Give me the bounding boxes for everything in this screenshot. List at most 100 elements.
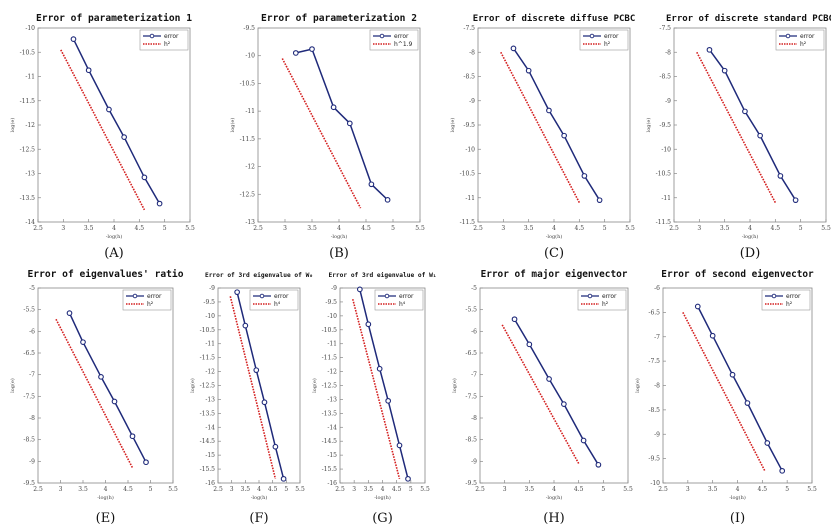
x-tick-label: 3 bbox=[61, 225, 65, 232]
y-tick-label: -12 bbox=[327, 369, 337, 376]
y-tick-label: -8.5 bbox=[23, 437, 35, 444]
chart-title: Error of discrete standard PCBC bbox=[666, 13, 831, 24]
error-data-point bbox=[384, 196, 391, 203]
y-tick-label: -9 bbox=[209, 285, 215, 292]
plot-frame bbox=[217, 287, 301, 484]
y-tick-label: -9 bbox=[469, 98, 475, 105]
error-data-point bbox=[595, 461, 602, 468]
error-data-point bbox=[253, 367, 260, 374]
y-tick-label: -14 bbox=[327, 424, 337, 431]
panel-caption: (E) bbox=[96, 511, 116, 526]
y-tick-label: -13 bbox=[245, 219, 255, 226]
y-tick-label: -12 bbox=[25, 122, 35, 129]
error-data-point bbox=[510, 45, 517, 52]
error-data-point bbox=[309, 46, 315, 52]
chart-panel: Error of eigenvalues' ratio 2.5 3 3.5 4 4.5 5 5… bbox=[9, 268, 184, 526]
x-tick-label: 4.5 bbox=[392, 486, 402, 493]
y-axis-label: log(e) bbox=[449, 118, 456, 133]
y-tick-label: -6.5 bbox=[648, 309, 660, 316]
error-data-point bbox=[272, 443, 279, 450]
error-data-point bbox=[376, 365, 383, 372]
chart-title: Error of major eigenvector bbox=[481, 269, 628, 280]
error-data-point bbox=[396, 442, 403, 449]
error-data-point bbox=[143, 459, 149, 466]
y-tick-label: -6 bbox=[654, 285, 660, 292]
reference-rate-line bbox=[696, 51, 777, 203]
x-axis-label: -log(h) bbox=[546, 494, 563, 501]
y-tick-label: -10 bbox=[650, 480, 660, 487]
error-data-point bbox=[596, 197, 603, 204]
x-tick-label: 3.5 bbox=[364, 486, 374, 493]
panel-caption: (I) bbox=[730, 511, 745, 526]
y-tick-label: -5 bbox=[471, 285, 477, 292]
y-tick-label: -7.5 bbox=[465, 393, 477, 400]
y-tick-label: -8 bbox=[29, 415, 35, 422]
y-tick-label: -11.5 bbox=[656, 219, 672, 226]
legend-error-marker bbox=[785, 33, 791, 39]
x-tick-label: 5.5 bbox=[415, 225, 425, 232]
y-tick-label: -10.5 bbox=[20, 49, 36, 56]
y-tick-label: -8.5 bbox=[648, 407, 660, 414]
error-data-point bbox=[292, 50, 299, 56]
x-axis-label: -log(h) bbox=[97, 494, 114, 501]
y-axis-label: log(e) bbox=[189, 378, 196, 393]
y-tick-label: -9.5 bbox=[203, 299, 215, 306]
x-tick-label: 5.5 bbox=[821, 225, 831, 232]
x-tick-label: 2.5 bbox=[658, 486, 668, 493]
x-tick-label: 4 bbox=[337, 225, 341, 232]
y-tick-label: -14.5 bbox=[322, 438, 338, 445]
x-tick-label: 5 bbox=[603, 225, 607, 232]
chart-panel: Error of 3rd eigenvalue of W₁ 2.5 3 3.5 4 4.5… bbox=[311, 271, 437, 526]
plot-frame bbox=[673, 27, 827, 223]
legend-error-marker bbox=[587, 293, 593, 299]
legend-error-label: error bbox=[800, 33, 815, 40]
y-axis-label: log(e) bbox=[9, 378, 16, 393]
y-tick-label: -12.5 bbox=[20, 146, 36, 153]
y-tick-label: -13.5 bbox=[200, 410, 216, 417]
x-tick-label: 4.5 bbox=[135, 225, 145, 232]
error-data-point bbox=[742, 108, 748, 115]
x-tick-label: 5 bbox=[284, 486, 288, 493]
x-tick-label: 4.5 bbox=[771, 225, 781, 232]
error-data-point bbox=[368, 181, 375, 188]
x-tick-label: 5 bbox=[149, 486, 153, 493]
chart-panel: Error of discrete standard PCBC 2.5 3 3.5 4 4… bbox=[645, 13, 831, 261]
x-tick-label: 5.5 bbox=[168, 486, 178, 493]
x-axis-label: -log(h) bbox=[729, 494, 746, 501]
error-data-point bbox=[346, 120, 353, 127]
x-tick-label: 3.5 bbox=[720, 225, 730, 232]
error-data-point bbox=[330, 104, 337, 111]
y-tick-label: -6.5 bbox=[23, 350, 35, 357]
y-tick-label: -9 bbox=[29, 458, 35, 465]
error-data-point bbox=[779, 467, 786, 474]
y-tick-label: -7.5 bbox=[648, 358, 660, 365]
chart-panel: Error of discrete diffuse PCBC 2.5 3 3.5 4 4.… bbox=[449, 13, 635, 261]
x-tick-label: 4.5 bbox=[268, 486, 278, 493]
reference-rate-line bbox=[500, 51, 581, 203]
y-axis-label: log(e) bbox=[9, 118, 16, 133]
error-data-point bbox=[764, 440, 771, 446]
y-tick-label: -14 bbox=[25, 219, 35, 226]
error-data-point bbox=[129, 433, 136, 440]
error-series-line bbox=[708, 49, 797, 201]
y-tick-label: -6 bbox=[471, 328, 477, 335]
reference-rate-line bbox=[229, 296, 277, 480]
legend-ref-label: h⁴ bbox=[399, 301, 406, 308]
x-tick-label: 5.5 bbox=[295, 486, 305, 493]
panel-caption: (C) bbox=[544, 246, 564, 261]
panel-caption: (H) bbox=[543, 511, 564, 526]
error-data-point bbox=[98, 373, 104, 380]
legend-error-label: error bbox=[786, 293, 801, 300]
y-tick-label: -12 bbox=[205, 369, 215, 376]
plot-frame bbox=[477, 27, 631, 223]
y-tick-label: -10.5 bbox=[240, 80, 256, 87]
x-axis-label: -log(h) bbox=[251, 494, 268, 501]
error-data-point bbox=[121, 134, 127, 140]
y-tick-label: -9 bbox=[471, 458, 477, 465]
x-tick-label: 4 bbox=[552, 225, 556, 232]
legend-error-marker bbox=[132, 293, 138, 299]
error-data-point bbox=[757, 132, 763, 139]
y-tick-label: -12.5 bbox=[240, 191, 256, 198]
y-tick-label: -9.5 bbox=[659, 122, 671, 129]
chart-title: Error of eigenvalues' ratio bbox=[28, 268, 184, 280]
